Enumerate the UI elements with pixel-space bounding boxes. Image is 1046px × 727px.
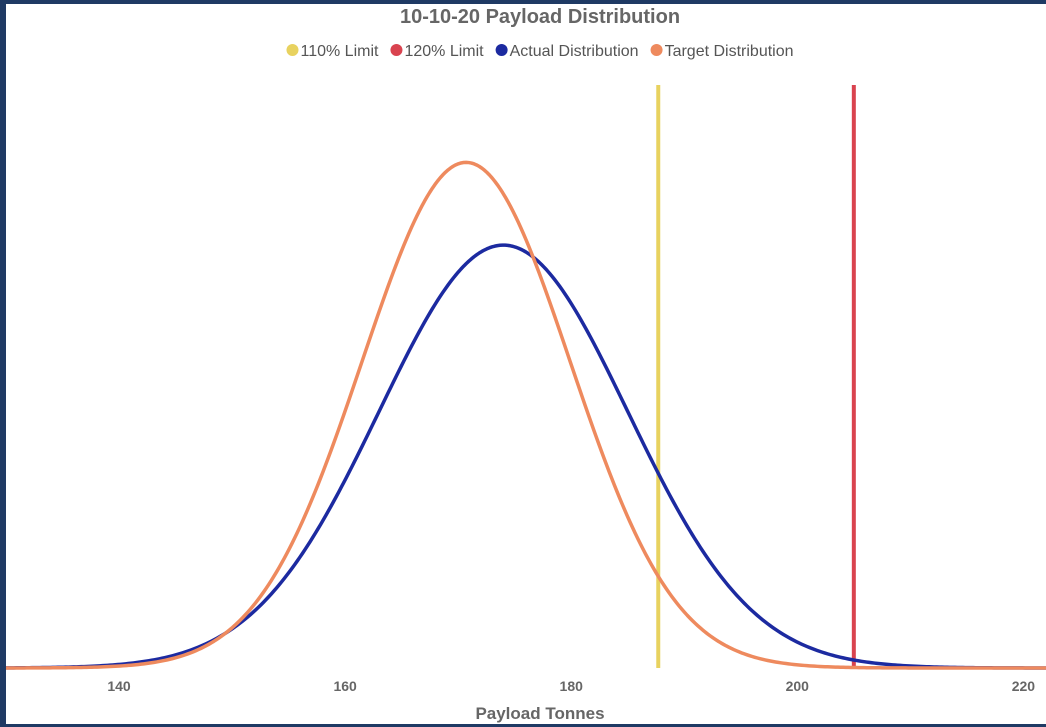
legend-item-actual-distribution[interactable]: Actual Distribution (495, 43, 639, 60)
legend-marker (390, 44, 403, 56)
x-axis: 140 160 180 200 220 (107, 678, 1035, 694)
x-axis-label: Payload Tonnes (475, 704, 604, 723)
legend-item-target-distribution[interactable]: Target Distribution (650, 43, 794, 60)
x-tick-label: 200 (786, 678, 810, 694)
x-tick-label: 140 (107, 678, 131, 694)
plot-area (5, 85, 1046, 670)
series-actual-distribution (5, 243, 1046, 670)
legend-marker (286, 44, 299, 56)
x-tick-label: 180 (560, 678, 584, 694)
series-target-distribution (6, 160, 1046, 670)
legend: 110% Limit 120% Limit Actual Distribution T… (286, 43, 794, 60)
legend-label: 110% Limit (300, 43, 379, 60)
legend-marker (650, 44, 663, 56)
x-tick-label: 160 (333, 678, 357, 694)
legend-marker (495, 44, 508, 56)
x-tick-label: 220 (1012, 678, 1036, 694)
chart-title: 10-10-20 Payload Distribution (400, 6, 680, 28)
legend-item-120-limit[interactable]: 120% Limit (390, 43, 484, 60)
legend-label: Target Distribution (665, 43, 794, 60)
legend-item-110-limit[interactable]: 110% Limit (286, 43, 379, 60)
legend-label: 120% Limit (404, 43, 484, 60)
legend-label: Actual Distribution (510, 43, 639, 60)
